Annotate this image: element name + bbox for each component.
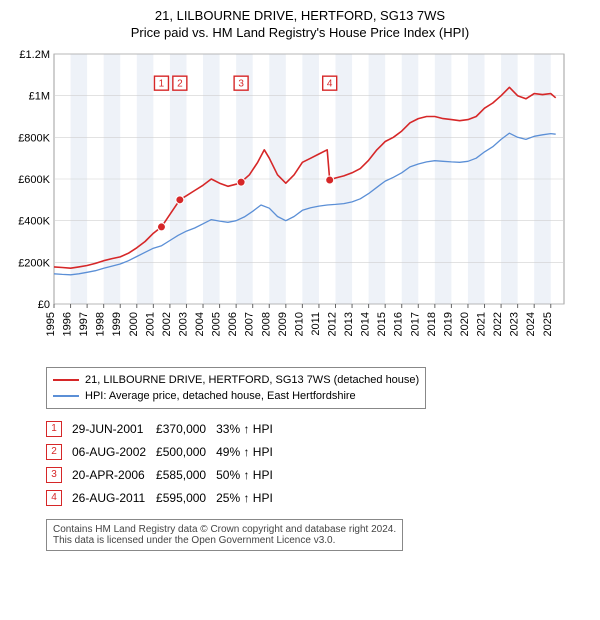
svg-text:1998: 1998 bbox=[95, 312, 107, 336]
svg-text:£800K: £800K bbox=[18, 132, 50, 144]
title-line2: Price paid vs. HM Land Registry's House … bbox=[8, 25, 592, 40]
svg-text:£0: £0 bbox=[38, 299, 50, 311]
svg-text:2003: 2003 bbox=[177, 312, 189, 336]
legend-label-property: 21, LILBOURNE DRIVE, HERTFORD, SG13 7WS … bbox=[85, 374, 419, 386]
svg-text:1996: 1996 bbox=[62, 312, 74, 336]
event-date: 26-AUG-2011 bbox=[72, 486, 156, 509]
svg-text:2006: 2006 bbox=[227, 312, 239, 336]
svg-text:2: 2 bbox=[177, 79, 183, 90]
svg-text:1: 1 bbox=[159, 79, 165, 90]
chart-title-block: 21, LILBOURNE DRIVE, HERTFORD, SG13 7WS … bbox=[8, 8, 592, 40]
legend-swatch-hpi bbox=[53, 395, 79, 397]
svg-text:£600K: £600K bbox=[18, 174, 50, 186]
svg-text:2004: 2004 bbox=[194, 312, 206, 336]
svg-text:2007: 2007 bbox=[244, 312, 256, 336]
svg-text:2017: 2017 bbox=[409, 312, 421, 336]
svg-text:2019: 2019 bbox=[442, 312, 454, 336]
price-chart: £0 £200K £400K £600K £800K £1M £1.2M 1995 1996 19… bbox=[8, 46, 568, 356]
svg-text:2012: 2012 bbox=[326, 312, 338, 336]
events-table: 1 29-JUN-2001£370,00033% ↑ HPI 2 06-AUG-200… bbox=[46, 417, 283, 509]
event-price: £595,000 bbox=[156, 486, 216, 509]
svg-text:2022: 2022 bbox=[492, 312, 504, 336]
event-delta: 50% ↑ HPI bbox=[216, 463, 283, 486]
svg-text:2001: 2001 bbox=[144, 312, 156, 336]
event-row: 4 26-AUG-2011£595,00025% ↑ HPI bbox=[46, 486, 283, 509]
svg-text:2010: 2010 bbox=[293, 312, 305, 336]
svg-text:2005: 2005 bbox=[211, 312, 223, 336]
event-price: £370,000 bbox=[156, 417, 216, 440]
svg-text:1997: 1997 bbox=[78, 312, 90, 336]
event-row: 2 06-AUG-2002£500,00049% ↑ HPI bbox=[46, 440, 283, 463]
svg-text:2016: 2016 bbox=[393, 312, 405, 336]
event-row: 1 29-JUN-2001£370,00033% ↑ HPI bbox=[46, 417, 283, 440]
svg-text:2018: 2018 bbox=[426, 312, 438, 336]
svg-text:£200K: £200K bbox=[18, 257, 50, 269]
svg-text:2008: 2008 bbox=[260, 312, 272, 336]
attribution-line1: Contains HM Land Registry data © Crown c… bbox=[53, 524, 396, 535]
svg-text:2013: 2013 bbox=[343, 312, 355, 336]
title-line1: 21, LILBOURNE DRIVE, HERTFORD, SG13 7WS bbox=[8, 8, 592, 23]
event-delta: 33% ↑ HPI bbox=[216, 417, 283, 440]
event-delta: 25% ↑ HPI bbox=[216, 486, 283, 509]
svg-text:4: 4 bbox=[327, 79, 333, 90]
attribution-line2: This data is licensed under the Open Gov… bbox=[53, 535, 396, 546]
legend-label-hpi: HPI: Average price, detached house, East… bbox=[85, 390, 356, 402]
event-price: £500,000 bbox=[156, 440, 216, 463]
svg-text:2015: 2015 bbox=[376, 312, 388, 336]
svg-text:2023: 2023 bbox=[509, 312, 521, 336]
svg-text:2000: 2000 bbox=[128, 312, 140, 336]
svg-text:2011: 2011 bbox=[310, 312, 322, 336]
svg-text:3: 3 bbox=[238, 79, 244, 90]
svg-text:2024: 2024 bbox=[525, 312, 537, 336]
svg-text:2009: 2009 bbox=[277, 312, 289, 336]
event-date: 06-AUG-2002 bbox=[72, 440, 156, 463]
svg-text:£1M: £1M bbox=[29, 91, 50, 103]
event-date: 29-JUN-2001 bbox=[72, 417, 156, 440]
svg-text:1995: 1995 bbox=[45, 312, 57, 336]
legend-row-property: 21, LILBOURNE DRIVE, HERTFORD, SG13 7WS … bbox=[53, 372, 419, 388]
attribution-box: Contains HM Land Registry data © Crown c… bbox=[46, 519, 403, 551]
event-price: £585,000 bbox=[156, 463, 216, 486]
svg-text:1999: 1999 bbox=[111, 312, 123, 336]
svg-text:2020: 2020 bbox=[459, 312, 471, 336]
event-date: 20-APR-2006 bbox=[72, 463, 156, 486]
event-row: 3 20-APR-2006£585,00050% ↑ HPI bbox=[46, 463, 283, 486]
event-delta: 49% ↑ HPI bbox=[216, 440, 283, 463]
event-index-box: 1 bbox=[46, 421, 62, 437]
svg-text:2025: 2025 bbox=[542, 312, 554, 336]
svg-text:2014: 2014 bbox=[360, 312, 372, 336]
legend-swatch-property bbox=[53, 379, 79, 381]
legend-row-hpi: HPI: Average price, detached house, East… bbox=[53, 388, 419, 404]
event-index-box: 3 bbox=[46, 467, 62, 483]
event-index-box: 4 bbox=[46, 490, 62, 506]
svg-text:£1.2M: £1.2M bbox=[19, 49, 50, 61]
svg-text:2002: 2002 bbox=[161, 312, 173, 336]
legend: 21, LILBOURNE DRIVE, HERTFORD, SG13 7WS … bbox=[46, 367, 426, 409]
svg-text:2021: 2021 bbox=[476, 312, 488, 336]
event-index-box: 2 bbox=[46, 444, 62, 460]
chart-area: £0 £200K £400K £600K £800K £1M £1.2M 1995 1996 19… bbox=[8, 46, 592, 361]
svg-text:£400K: £400K bbox=[18, 216, 50, 228]
